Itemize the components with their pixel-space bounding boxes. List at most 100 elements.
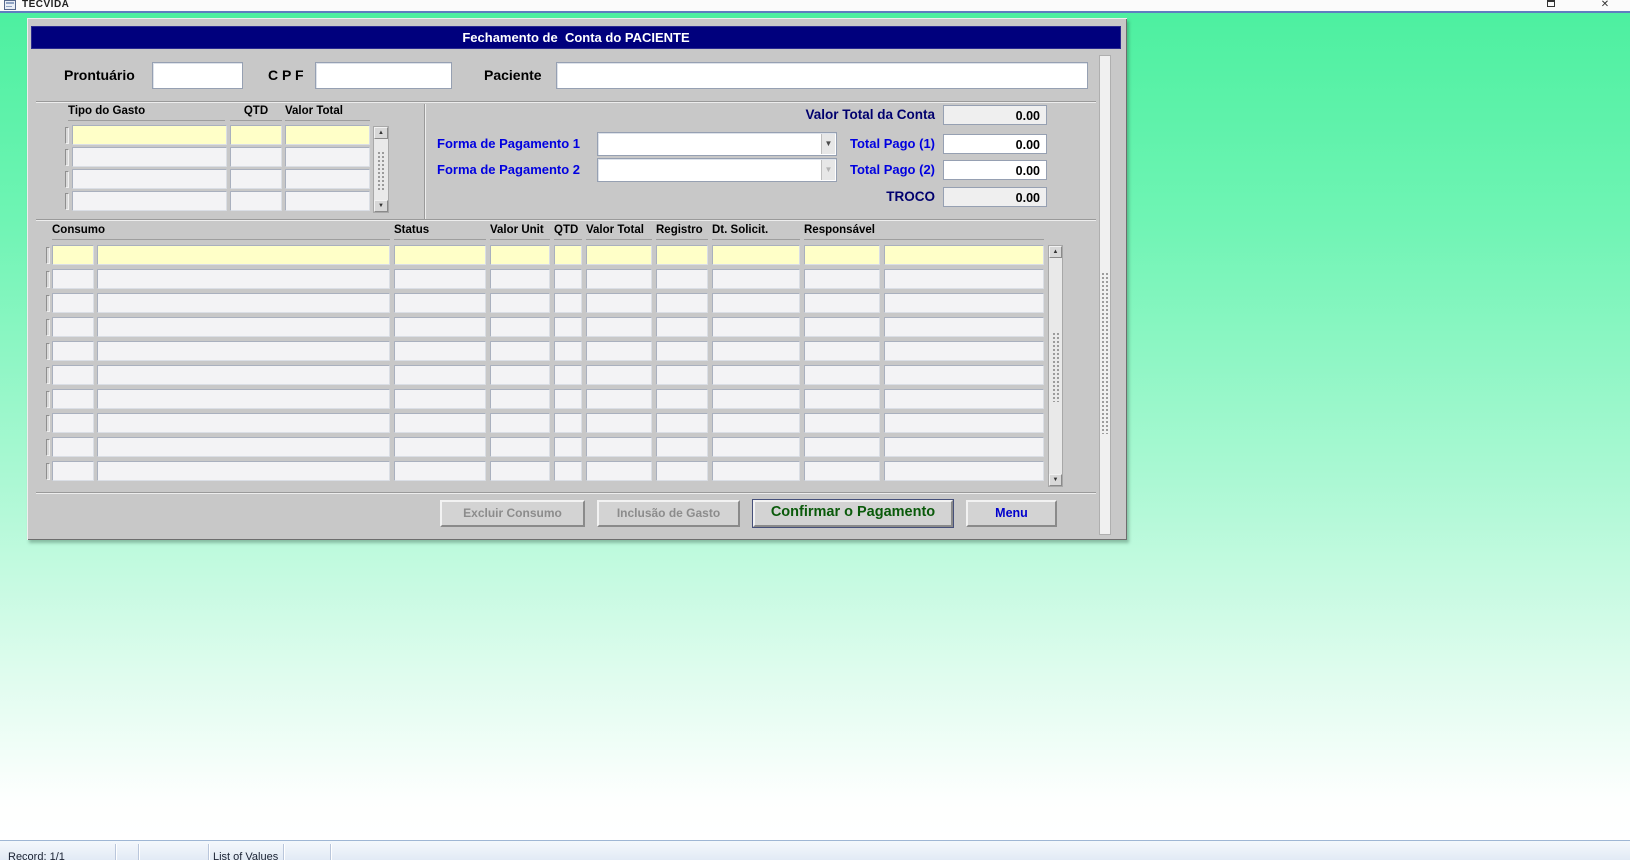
gasto-qtd-cell[interactable] [230, 125, 282, 145]
consumo-responsavel-code-cell[interactable] [804, 293, 880, 313]
consumo-responsavel-code-cell[interactable] [804, 245, 880, 265]
gasto-valor-total-cell[interactable] [285, 169, 370, 189]
scroll-down-icon[interactable]: ▼ [1049, 474, 1062, 486]
gasto-qtd-cell[interactable] [230, 169, 282, 189]
consumo-valor-total-cell[interactable] [586, 317, 652, 337]
consumo-registro-cell[interactable] [656, 461, 708, 481]
consumo-code-cell[interactable] [52, 389, 94, 409]
consumo-registro-cell[interactable] [656, 269, 708, 289]
consumo-desc-cell[interactable] [97, 461, 390, 481]
gasto-tipo-cell[interactable] [72, 191, 227, 211]
consumo-valor-unit-cell[interactable] [490, 245, 550, 265]
consumo-code-cell[interactable] [52, 365, 94, 385]
consumo-status-cell[interactable] [394, 317, 486, 337]
cpf-input[interactable] [315, 62, 452, 89]
consumo-dt-solicit-cell[interactable] [712, 461, 800, 481]
consumo-registro-cell[interactable] [656, 293, 708, 313]
inclusao-gasto-button[interactable]: Inclusão de Gasto [597, 500, 740, 527]
gasto-tipo-cell[interactable] [72, 147, 227, 167]
scroll-down-icon[interactable]: ▼ [374, 200, 388, 212]
forma-pagamento-2-select[interactable]: ▼ [597, 158, 837, 182]
consumo-valor-unit-cell[interactable] [490, 317, 550, 337]
consumo-valor-total-cell[interactable] [586, 269, 652, 289]
consumo-valor-unit-cell[interactable] [490, 293, 550, 313]
consumo-dt-solicit-cell[interactable] [712, 317, 800, 337]
consumo-qtd-cell[interactable] [554, 317, 582, 337]
consumo-valor-unit-cell[interactable] [490, 341, 550, 361]
gasto-tipo-cell[interactable] [72, 125, 227, 145]
scroll-up-icon[interactable]: ▲ [374, 127, 388, 139]
consumo-qtd-cell[interactable] [554, 461, 582, 481]
consumo-responsavel-name-cell[interactable] [884, 269, 1044, 289]
consumo-responsavel-code-cell[interactable] [804, 437, 880, 457]
consumo-responsavel-code-cell[interactable] [804, 413, 880, 433]
consumo-status-cell[interactable] [394, 269, 486, 289]
consumo-responsavel-code-cell[interactable] [804, 269, 880, 289]
consumo-status-cell[interactable] [394, 461, 486, 481]
consumo-desc-cell[interactable] [97, 365, 390, 385]
consumo-responsavel-name-cell[interactable] [884, 245, 1044, 265]
gasto-qtd-cell[interactable] [230, 147, 282, 167]
gasto-valor-total-cell[interactable] [285, 125, 370, 145]
dropdown-arrow-icon[interactable]: ▼ [821, 134, 835, 154]
consumo-dt-solicit-cell[interactable] [712, 389, 800, 409]
consumo-desc-cell[interactable] [97, 245, 390, 265]
consumo-code-cell[interactable] [52, 341, 94, 361]
consumo-desc-cell[interactable] [97, 437, 390, 457]
consumo-valor-total-cell[interactable] [586, 461, 652, 481]
excluir-consumo-button[interactable]: Excluir Consumo [440, 500, 585, 527]
consumo-qtd-cell[interactable] [554, 389, 582, 409]
paciente-input[interactable] [556, 62, 1088, 89]
consumo-responsavel-name-cell[interactable] [884, 461, 1044, 481]
consumo-status-cell[interactable] [394, 437, 486, 457]
consumo-code-cell[interactable] [52, 413, 94, 433]
consumo-desc-cell[interactable] [97, 341, 390, 361]
gasto-tipo-cell[interactable] [72, 169, 227, 189]
consumo-registro-cell[interactable] [656, 413, 708, 433]
consumo-valor-unit-cell[interactable] [490, 413, 550, 433]
consumo-dt-solicit-cell[interactable] [712, 293, 800, 313]
consumo-valor-total-cell[interactable] [586, 293, 652, 313]
consumo-code-cell[interactable] [52, 245, 94, 265]
consumo-responsavel-code-cell[interactable] [804, 341, 880, 361]
consumo-registro-cell[interactable] [656, 245, 708, 265]
consumo-responsavel-name-cell[interactable] [884, 317, 1044, 337]
consumo-code-cell[interactable] [52, 293, 94, 313]
consumo-responsavel-name-cell[interactable] [884, 365, 1044, 385]
total-pago-2-field[interactable]: 0.00 [943, 160, 1047, 180]
consumo-registro-cell[interactable] [656, 437, 708, 457]
consumo-qtd-cell[interactable] [554, 245, 582, 265]
consumo-registro-cell[interactable] [656, 341, 708, 361]
consumo-status-cell[interactable] [394, 245, 486, 265]
consumo-valor-total-cell[interactable] [586, 341, 652, 361]
consumo-valor-unit-cell[interactable] [490, 437, 550, 457]
maximize-restore-button[interactable] [1540, 0, 1562, 11]
consumo-valor-unit-cell[interactable] [490, 461, 550, 481]
total-pago-1-field[interactable]: 0.00 [943, 134, 1047, 154]
consumo-qtd-cell[interactable] [554, 413, 582, 433]
gasto-qtd-cell[interactable] [230, 191, 282, 211]
confirmar-pagamento-button[interactable]: Confirmar o Pagamento [753, 500, 953, 527]
consumo-qtd-cell[interactable] [554, 269, 582, 289]
consumo-status-cell[interactable] [394, 293, 486, 313]
consumo-dt-solicit-cell[interactable] [712, 341, 800, 361]
consumo-responsavel-code-cell[interactable] [804, 461, 880, 481]
consumo-valor-total-cell[interactable] [586, 389, 652, 409]
consumo-dt-solicit-cell[interactable] [712, 413, 800, 433]
consumo-registro-cell[interactable] [656, 389, 708, 409]
consumo-code-cell[interactable] [52, 269, 94, 289]
consumo-registro-cell[interactable] [656, 317, 708, 337]
consumo-responsavel-code-cell[interactable] [804, 389, 880, 409]
forma-pagamento-1-select[interactable]: ▼ [597, 132, 837, 156]
consumo-responsavel-name-cell[interactable] [884, 389, 1044, 409]
gasto-valor-total-cell[interactable] [285, 147, 370, 167]
consumo-valor-unit-cell[interactable] [490, 269, 550, 289]
consumo-responsavel-name-cell[interactable] [884, 293, 1044, 313]
consumo-code-cell[interactable] [52, 461, 94, 481]
consumo-code-cell[interactable] [52, 437, 94, 457]
consumo-valor-total-cell[interactable] [586, 365, 652, 385]
consumo-status-cell[interactable] [394, 341, 486, 361]
scroll-up-icon[interactable]: ▲ [1049, 246, 1062, 258]
consumo-valor-unit-cell[interactable] [490, 365, 550, 385]
consumo-responsavel-code-cell[interactable] [804, 317, 880, 337]
